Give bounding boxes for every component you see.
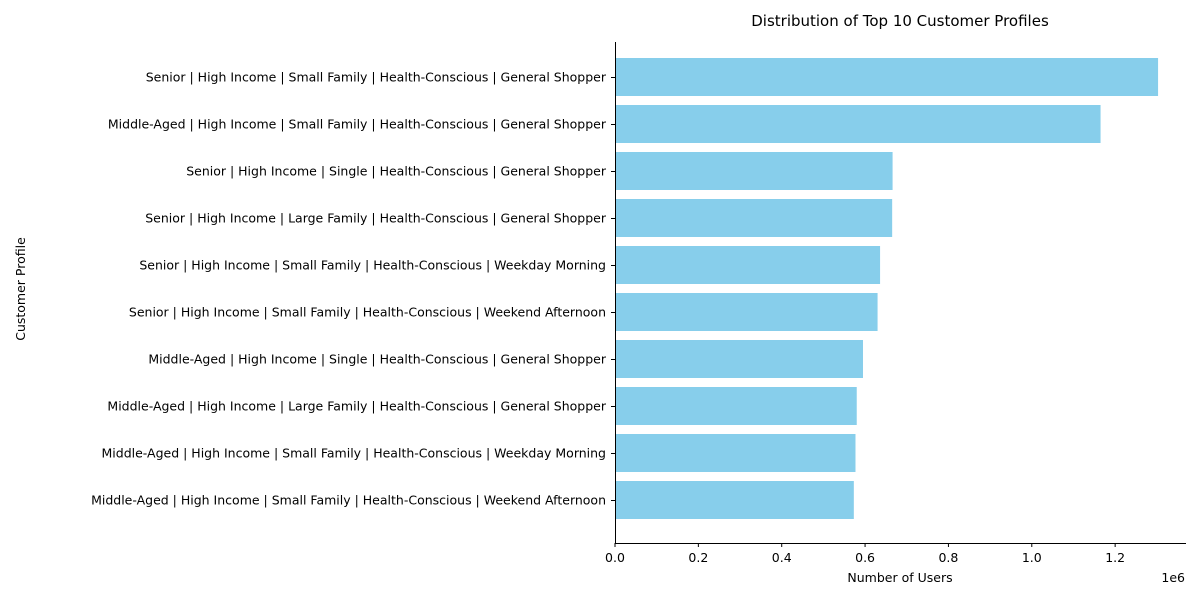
y-tick-label: Senior | High Income | Large Family | He…	[145, 211, 607, 226]
bar	[615, 58, 1159, 96]
x-tick-label: 0.2	[688, 550, 708, 565]
bar	[615, 105, 1101, 143]
bar	[615, 434, 856, 472]
x-tick-label: 1.2	[1105, 550, 1125, 565]
bar	[615, 387, 857, 425]
x-tick-label: 0.6	[855, 550, 875, 565]
y-tick-label: Middle-Aged | High Income | Small Family…	[91, 493, 606, 508]
x-axis-title: Number of Users	[847, 570, 952, 585]
y-tick-label: Middle-Aged | High Income | Large Family…	[107, 399, 606, 414]
bar	[615, 152, 893, 190]
x-tick-label: 0.8	[938, 550, 958, 565]
x-tick-label: 0.0	[605, 550, 625, 565]
x-tick-label: 0.4	[772, 550, 792, 565]
y-tick-label: Middle-Aged | High Income | Small Family…	[102, 446, 607, 461]
bar	[615, 246, 881, 284]
y-tick-label: Senior | High Income | Small Family | He…	[129, 305, 606, 320]
chart-title: Distribution of Top 10 Customer Profiles	[751, 12, 1049, 30]
x-tick-label: 1.0	[1022, 550, 1042, 565]
y-axis-title: Customer Profile	[13, 237, 28, 341]
bar	[615, 481, 854, 519]
y-tick-label: Middle-Aged | High Income | Small Family…	[108, 117, 607, 132]
y-tick-label: Middle-Aged | High Income | Single | Hea…	[148, 352, 606, 367]
x-axis-scale-label: 1e6	[1161, 570, 1185, 585]
y-tick-label: Senior | High Income | Small Family | He…	[139, 258, 606, 273]
bar	[615, 340, 863, 378]
bar	[615, 199, 893, 237]
y-tick-label: Senior | High Income | Single | Health-C…	[186, 164, 607, 179]
y-tick-label: Senior | High Income | Small Family | He…	[146, 70, 607, 85]
bar	[615, 293, 878, 331]
